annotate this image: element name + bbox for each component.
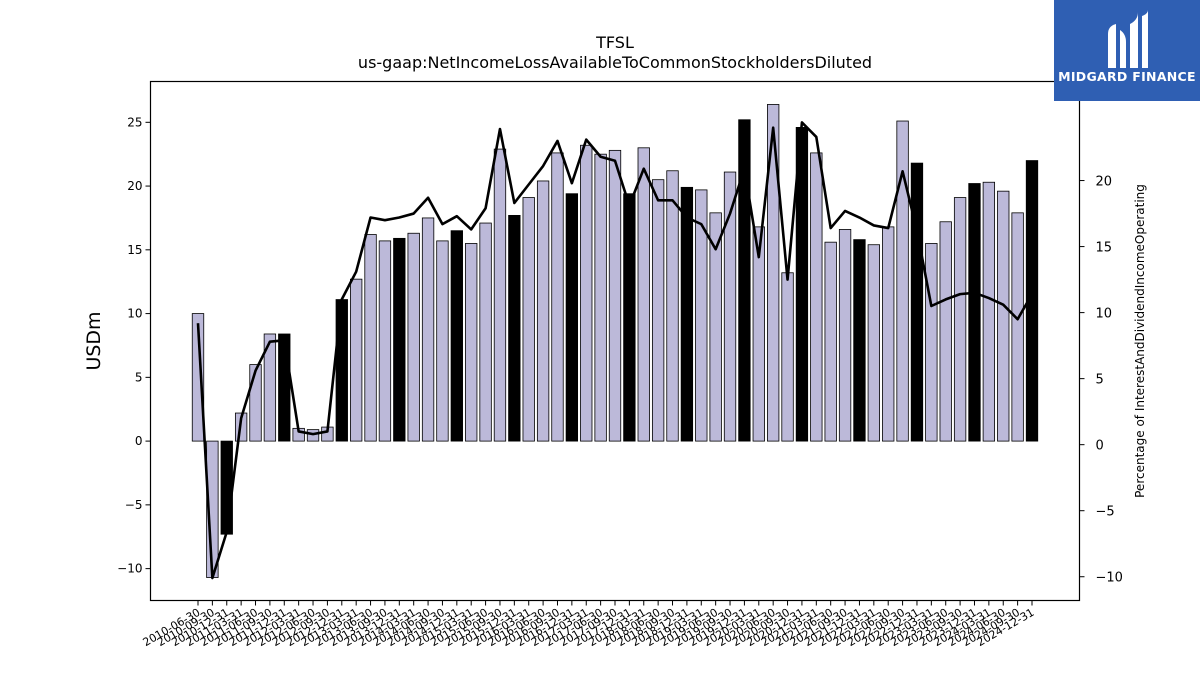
y-tick-label: −5 — [125, 498, 143, 512]
y2-tick-label: 10 — [1096, 307, 1113, 322]
y-tick-label: 15 — [127, 243, 142, 257]
y-axis-right: −10 −5 0 5 10 15 20 — [1079, 175, 1123, 586]
bar — [536, 180, 550, 442]
bar — [810, 152, 823, 442]
bar — [364, 234, 377, 442]
bar — [479, 222, 492, 442]
bar — [465, 243, 478, 442]
bar — [594, 153, 607, 442]
bar — [1025, 160, 1039, 442]
chart-title: TFSL — [595, 33, 634, 52]
bar — [882, 226, 895, 442]
bar — [393, 237, 406, 442]
bar — [666, 170, 679, 442]
bar — [565, 193, 579, 442]
bar — [450, 230, 463, 442]
bar — [637, 147, 650, 442]
logo: MIDGARD FINANCE — [1054, 0, 1200, 101]
bar — [997, 190, 1010, 442]
y-tick-label: 0 — [135, 434, 143, 448]
bar — [953, 197, 967, 442]
bar — [939, 221, 952, 442]
bar — [436, 240, 449, 442]
bar — [249, 364, 262, 442]
y2-tick-label: −5 — [1096, 505, 1115, 520]
bar — [925, 243, 938, 442]
y2-tick-label: 5 — [1096, 373, 1104, 388]
x-axis: 2010-06-302010-09-302010-12-312011-03-31… — [141, 600, 1037, 649]
bar — [867, 244, 880, 442]
line-series — [196, 121, 1034, 580]
y-axis-label: USDm — [83, 311, 105, 370]
bar — [508, 214, 521, 442]
bar — [968, 183, 981, 442]
bar — [695, 189, 708, 442]
y-tick-label: 20 — [127, 179, 142, 193]
bar — [580, 144, 593, 442]
bar — [378, 240, 392, 442]
bar — [709, 212, 722, 442]
bar — [824, 241, 837, 442]
bar — [551, 152, 564, 442]
y-tick-label: −10 — [117, 562, 142, 576]
bar — [608, 149, 622, 442]
bar — [623, 193, 636, 442]
bar — [982, 181, 996, 442]
y2-axis-label: Percentage of InterestAndDividendIncomeO… — [1133, 184, 1147, 498]
bar — [191, 313, 205, 442]
chart-subtitle: us-gaap:NetIncomeLossAvailableToCommonSt… — [358, 53, 872, 72]
bar — [738, 119, 751, 442]
bar — [767, 104, 780, 442]
bar — [896, 120, 909, 442]
bar — [407, 232, 420, 442]
bar — [493, 148, 507, 442]
y-tick-label: 25 — [127, 115, 142, 129]
bar — [651, 179, 665, 442]
bar — [781, 272, 794, 442]
y-tick-label: 5 — [135, 370, 143, 384]
bar — [522, 197, 535, 442]
bar — [723, 171, 737, 442]
bar — [680, 186, 694, 442]
bar — [421, 217, 435, 442]
y2-tick-label: 20 — [1096, 175, 1113, 190]
bar — [278, 333, 291, 442]
y2-tick-label: −10 — [1096, 571, 1123, 586]
y-axis-left: −10 −5 0 5 10 15 20 25 — [117, 115, 151, 576]
y2-tick-label: 0 — [1096, 439, 1104, 454]
logo-text: MIDGARD FINANCE — [1058, 69, 1196, 84]
bar — [335, 299, 348, 442]
bar — [1011, 212, 1024, 442]
plot-area — [191, 104, 1039, 580]
bar — [263, 333, 277, 442]
logo-mark-icon — [1108, 10, 1148, 68]
bar — [752, 226, 765, 442]
bar — [838, 229, 852, 442]
bar — [350, 278, 363, 442]
y-tick-label: 10 — [127, 307, 142, 321]
y2-tick-label: 15 — [1096, 241, 1113, 256]
bar — [853, 239, 866, 442]
bar — [220, 440, 233, 535]
bar — [910, 162, 924, 442]
